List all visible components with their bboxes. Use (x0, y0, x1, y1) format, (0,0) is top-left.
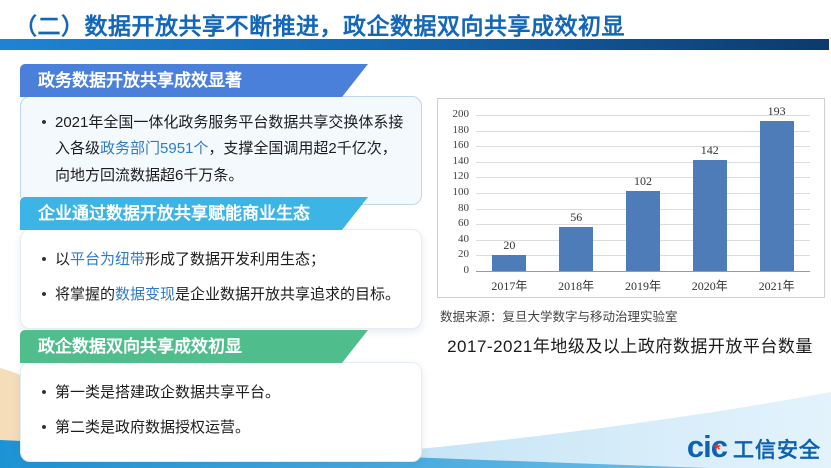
y-tick-label: 100 (452, 186, 470, 198)
bar-value-label: 20 (503, 238, 516, 253)
y-tick-label: 40 (458, 232, 469, 245)
gridline (476, 146, 810, 148)
bar-2019年 (626, 191, 660, 271)
bar-value-label: 142 (700, 143, 719, 158)
section-header: 政企数据双向共享成效初显 (20, 330, 368, 363)
y-tick-label: 120 (452, 170, 470, 183)
section-enterprise-ecosystem: 企业通过数据开放共享赋能商业生态 • 以平台为纽带形成了数据开发利用生态； • 将掌握… (20, 197, 422, 329)
bullet-list: • 第一类是搭建政企数据共享平台。 • 第二类是政府数据授权运营。 (33, 380, 411, 442)
y-tick-label: 200 (452, 108, 470, 120)
x-tick-label: 2020年 (691, 279, 728, 293)
y-tick-label: 160 (452, 139, 470, 152)
x-axis-line (476, 271, 810, 272)
bullet-item: • 2021年全国一体化政务服务平台数据共享交换体系接入各级政务部门5951个，支… (41, 114, 404, 184)
gridline (476, 115, 810, 116)
x-tick-label: 2021年 (758, 279, 795, 293)
chart-panel: 0 20 40 60 80 100 120 140 160 180 200 20 2017年 56 2018… (437, 98, 825, 357)
bullet-item: • 将掌握的数据变现是企业数据开放共享追求的目标。 (41, 286, 401, 304)
y-tick-label: 140 (452, 154, 470, 167)
section-header: 政务数据开放共享成效显著 (20, 64, 368, 97)
bar-2020年 (692, 160, 727, 271)
cic-logo-cn-text: 工信安全 (733, 439, 821, 462)
bullet-item: • 第一类是搭建政企数据共享平台。 (41, 384, 281, 401)
bar-chart: 0 20 40 60 80 100 120 140 160 180 200 20 2017年 56 2018… (437, 98, 825, 298)
section-body: • 第一类是搭建政企数据共享平台。 • 第二类是政府数据授权运营。 (20, 362, 422, 462)
bullet-list: • 以平台为纽带形成了数据开发利用生态； • 将掌握的数据变现是企业数据开放共享追求的… (33, 247, 411, 309)
bar-2017年 (492, 255, 527, 271)
bullet-item: • 第二类是政府数据授权运营。 (41, 419, 251, 437)
cic-logo: cic * 工信安全 (686, 429, 821, 464)
bullet-list: • 2021年全国一体化政务服务平台数据共享交换体系接入各级政务部门5951个，支… (33, 110, 411, 189)
chart-source: 数据来源：复旦大学数字与移动治理实验室 (440, 310, 678, 324)
section-header: 企业通过数据开放共享赋能商业生态 (20, 197, 368, 230)
bar-value-label: 56 (570, 210, 583, 225)
section-gov-enterprise-sharing: 政企数据双向共享成效初显 • 第一类是搭建政企数据共享平台。 • 第二类是政府数据授权… (20, 330, 422, 462)
y-tick-label: 0 (463, 264, 470, 276)
y-tick-label: 180 (452, 123, 470, 136)
x-tick-label: 2019年 (624, 279, 661, 293)
x-tick-label: 2017年 (491, 279, 528, 293)
page-title: （二）数据开放共享不断推进，政企数据双向共享成效初显 (14, 13, 625, 39)
bar-value-label: 193 (767, 103, 786, 118)
bar-2018年 (559, 227, 594, 271)
x-tick-label: 2018年 (558, 279, 595, 293)
gridline (476, 177, 810, 179)
y-tick-label: 60 (458, 217, 469, 230)
y-tick-label: 20 (458, 248, 469, 261)
gridline (476, 161, 810, 163)
bar-2021年 (759, 120, 794, 271)
bullet-item: • 以平台为纽带形成了数据开发利用生态； (41, 251, 326, 268)
chart-caption: 2017-2021年地级及以上政府数据开放平台数量 (447, 337, 813, 356)
title-underline (0, 39, 829, 50)
gridline (476, 130, 810, 132)
section-gov-data-sharing: 政务数据开放共享成效显著 • 2021年全国一体化政务服务平台数据共享交换体系接入… (20, 64, 422, 205)
y-tick-label: 80 (458, 201, 469, 214)
bar-value-label: 102 (634, 174, 652, 189)
section-body: • 以平台为纽带形成了数据开发利用生态； • 将掌握的数据变现是企业数据开放共享追求的… (20, 229, 422, 329)
section-body: • 2021年全国一体化政务服务平台数据共享交换体系接入各级政务部门5951个，支… (20, 96, 422, 205)
